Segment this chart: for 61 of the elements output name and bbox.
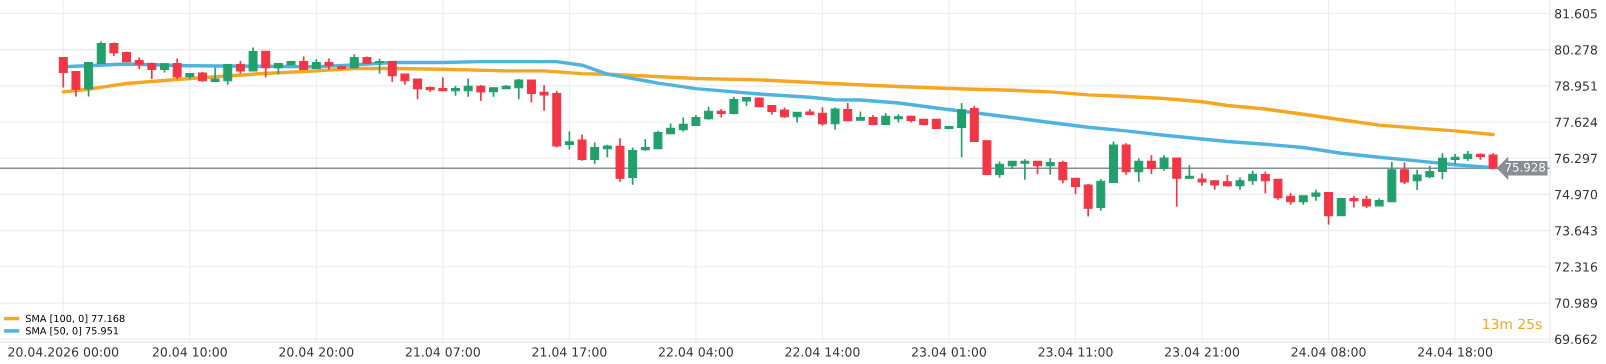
candlestick — [514, 78, 524, 101]
candlestick — [96, 40, 106, 65]
candlestick — [817, 106, 827, 127]
x-tick-label: 24.04 08:00 — [1291, 347, 1366, 357]
candlestick — [261, 50, 271, 79]
candlestick — [1020, 158, 1030, 181]
legend-label: SMA [100, 0] 77.168 — [25, 314, 125, 324]
x-tick-label: 22.04 14:00 — [785, 347, 860, 357]
annotation: 13m 25s — [1483, 318, 1542, 330]
y-tick-label: 76.297 — [1555, 153, 1597, 164]
candlestick — [58, 56, 68, 89]
ref-line-label: 75.928 — [1505, 162, 1546, 172]
y-tick-label: 78.951 — [1555, 81, 1597, 91]
candlestick — [387, 60, 397, 83]
y-tick-label: 70.989 — [1555, 298, 1598, 308]
candlestick — [172, 57, 182, 80]
y-tick-label: 77.624 — [1555, 117, 1598, 127]
candlestick — [413, 78, 423, 101]
y-tick-label: 74.970 — [1555, 189, 1598, 200]
candlestick — [223, 63, 233, 86]
candlestick — [1260, 170, 1270, 195]
y-tick-label: 72.316 — [1555, 262, 1598, 272]
candlestick — [1045, 157, 1055, 176]
y-tick-label: 81.605 — [1555, 8, 1597, 19]
candlestick — [830, 106, 840, 131]
candlestick — [1197, 172, 1207, 187]
candlestick — [1146, 154, 1156, 176]
candlestick — [1412, 169, 1422, 191]
candlestick — [640, 138, 650, 152]
x-tick-label: 20.04 10:00 — [152, 347, 227, 357]
y-tick-label: 80.278 — [1555, 45, 1598, 55]
y-tick-label: 69.662 — [1555, 334, 1597, 345]
x-tick-label: 21.04 17:00 — [532, 347, 607, 357]
candlestick — [539, 84, 549, 112]
x-tick-label: 23.04 21:00 — [1165, 347, 1240, 357]
candlestick — [1172, 157, 1182, 208]
x-tick-label: 23.04 01:00 — [912, 347, 987, 357]
candlestick — [463, 77, 473, 98]
candlestick — [1058, 160, 1068, 185]
legend-label: SMA [50, 0] 75.951 — [25, 326, 119, 336]
candlestick — [1400, 161, 1409, 185]
y-tick-label: 73.643 — [1555, 226, 1597, 236]
candlestick — [590, 141, 600, 165]
x-tick-label: 24.04 18:00 — [1418, 347, 1493, 357]
candlestick — [1437, 152, 1447, 180]
candlestick — [438, 76, 448, 92]
candlestick — [564, 130, 574, 151]
x-tick-label: 20.04.2026 00:00 — [8, 347, 119, 357]
candlestick — [1324, 191, 1334, 226]
candlestick — [1083, 183, 1093, 218]
x-tick-label: 23.04 11:00 — [1038, 347, 1113, 357]
candlestick — [526, 79, 536, 104]
candlestick — [248, 46, 258, 72]
candlestick — [957, 102, 967, 159]
x-tick-label: 20.04 20:00 — [279, 347, 354, 357]
candlestick — [1273, 178, 1283, 201]
x-tick-label: 22.04 04:00 — [658, 347, 733, 357]
candlestick — [71, 70, 81, 98]
candlestick — [1134, 157, 1144, 183]
x-tick-label: 21.04 07:00 — [405, 347, 480, 357]
candlestick — [577, 133, 587, 162]
